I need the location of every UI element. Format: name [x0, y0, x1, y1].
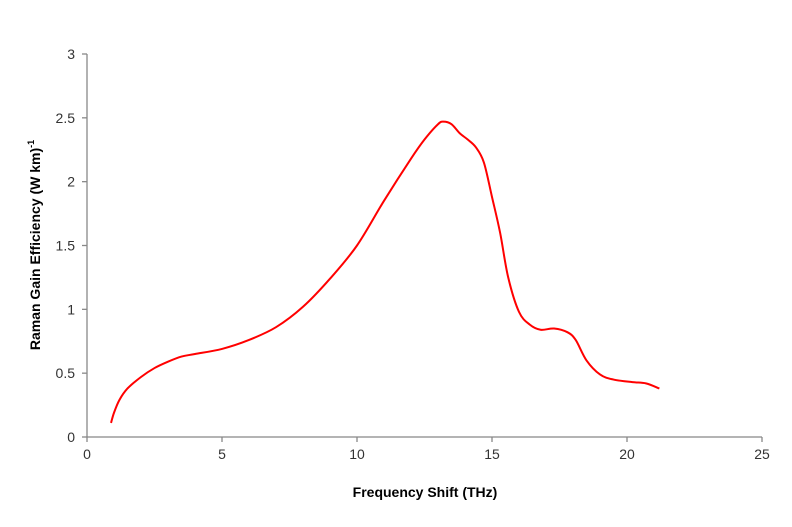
y-tick-label: 1.5: [56, 238, 76, 254]
axes: [86, 54, 762, 438]
y-ticks: 0 0.5 1 1.5 2 2.5 3: [56, 46, 87, 445]
series-lines: [110, 120, 660, 424]
x-tick-label: 10: [349, 446, 365, 462]
y-tick-label: 0: [67, 429, 75, 445]
y-tick-label: 0.5: [56, 365, 76, 381]
y-axis-label: Raman Gain Efficiency (W km)-1: [26, 140, 43, 350]
x-tick-label: 20: [619, 446, 635, 462]
y-axis-label-superscript: -1: [26, 140, 36, 148]
series-line: [110, 120, 660, 424]
y-tick-label: 2: [67, 174, 75, 190]
y-tick-label: 2.5: [56, 110, 76, 126]
x-axis-label: Frequency Shift (THz): [353, 484, 498, 500]
x-tick-label: 25: [754, 446, 770, 462]
x-ticks: 0 5 10 15 20 25: [83, 437, 770, 462]
x-tick-label: 0: [83, 446, 91, 462]
y-tick-label: 1: [67, 301, 75, 317]
x-tick-label: 15: [484, 446, 500, 462]
y-axis-label-text: Raman Gain Efficiency (W km): [27, 148, 43, 350]
y-tick-label: 3: [67, 46, 75, 62]
x-tick-label: 5: [218, 446, 226, 462]
